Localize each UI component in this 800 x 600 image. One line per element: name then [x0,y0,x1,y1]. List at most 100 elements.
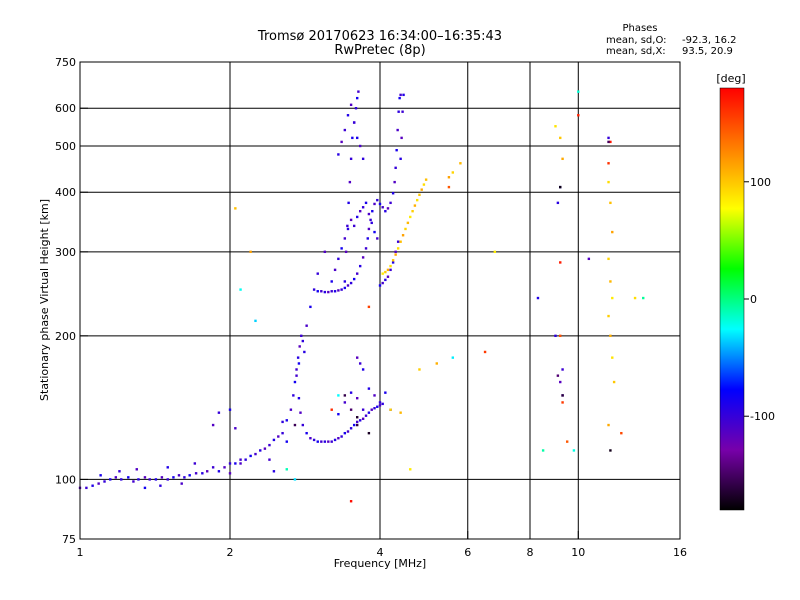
data-point [234,462,237,465]
data-point [343,431,347,435]
data-point [337,153,340,156]
data-point [298,345,301,348]
chart-subtitle: RwPretec (8p) [334,43,425,58]
data-point [346,224,349,228]
data-point [357,90,360,93]
data-point [323,290,327,294]
data-point [259,449,262,452]
data-point [493,250,497,254]
y-tick-label: 300 [55,246,76,259]
data-point [239,462,242,465]
data-point [281,431,284,435]
data-point [391,259,395,262]
data-point [239,288,242,291]
data-point [228,462,232,465]
y-tick-label: 75 [62,533,76,546]
data-point [166,466,169,469]
data-point [358,209,362,213]
data-point [349,427,353,430]
data-point [364,247,368,250]
data-point [633,296,637,300]
data-point [285,468,288,471]
data-point [285,419,288,422]
data-point [340,247,343,250]
data-point [352,277,356,281]
data-point [459,162,462,165]
data-point [244,458,247,461]
data-point [418,193,421,197]
data-point [367,387,371,390]
data-point [166,478,169,481]
data-point [554,125,557,128]
data-point [330,280,333,283]
data-point [384,270,387,274]
data-point [234,427,237,430]
data-point [347,201,350,205]
data-point [391,192,395,195]
data-point [394,250,397,254]
data-point [394,253,397,256]
data-point [103,480,106,483]
data-point [358,419,362,422]
data-point [254,452,257,456]
data-point [355,420,359,424]
data-point [376,237,379,240]
data-point [97,482,100,485]
data-point [297,362,301,365]
data-point [418,368,421,371]
data-point [316,440,319,443]
data-point [289,408,293,411]
data-point [293,380,297,384]
data-point [587,257,591,261]
data-point [254,319,257,323]
data-point [607,423,610,427]
data-point [400,136,403,140]
data-point [401,234,405,237]
x-tick-label: 8 [527,546,534,559]
data-point [228,472,232,475]
phase-stats-o-label: mean, sd,O: [606,35,667,46]
data-point [373,394,376,397]
data-point [483,350,487,354]
data-point [561,401,564,404]
data-point [343,280,347,283]
data-point [366,237,369,240]
data-point [609,201,612,205]
x-axis-label: Frequency [MHz] [334,557,426,570]
data-point [312,288,316,291]
data-point [355,416,359,419]
data-point [295,374,298,377]
data-point [361,256,365,259]
data-point [386,275,390,278]
data-point [381,402,384,406]
data-point [349,281,353,285]
data-point [352,423,356,427]
data-point [352,121,356,124]
data-point [409,215,412,219]
data-point [364,201,368,205]
data-point [118,470,121,473]
data-point [559,380,562,384]
x-tick-label: 16 [673,546,687,559]
data-point [611,296,614,300]
data-point [277,435,280,438]
data-point [577,90,580,93]
data-point [559,334,562,338]
data-point [371,209,374,213]
data-point [404,227,407,231]
data-point [337,394,340,397]
data-point [330,440,333,443]
data-point [384,391,387,394]
data-point [268,443,271,447]
data-point [343,401,347,404]
data-point [299,411,302,414]
data-point [386,268,390,272]
data-point [323,250,327,254]
data-point [263,447,267,450]
data-point [422,183,426,186]
data-point [337,412,340,416]
data-point [349,218,353,222]
phase-stats-x-values: 93.5, 20.9 [682,46,733,57]
data-point [361,368,365,371]
data-point [351,136,354,140]
